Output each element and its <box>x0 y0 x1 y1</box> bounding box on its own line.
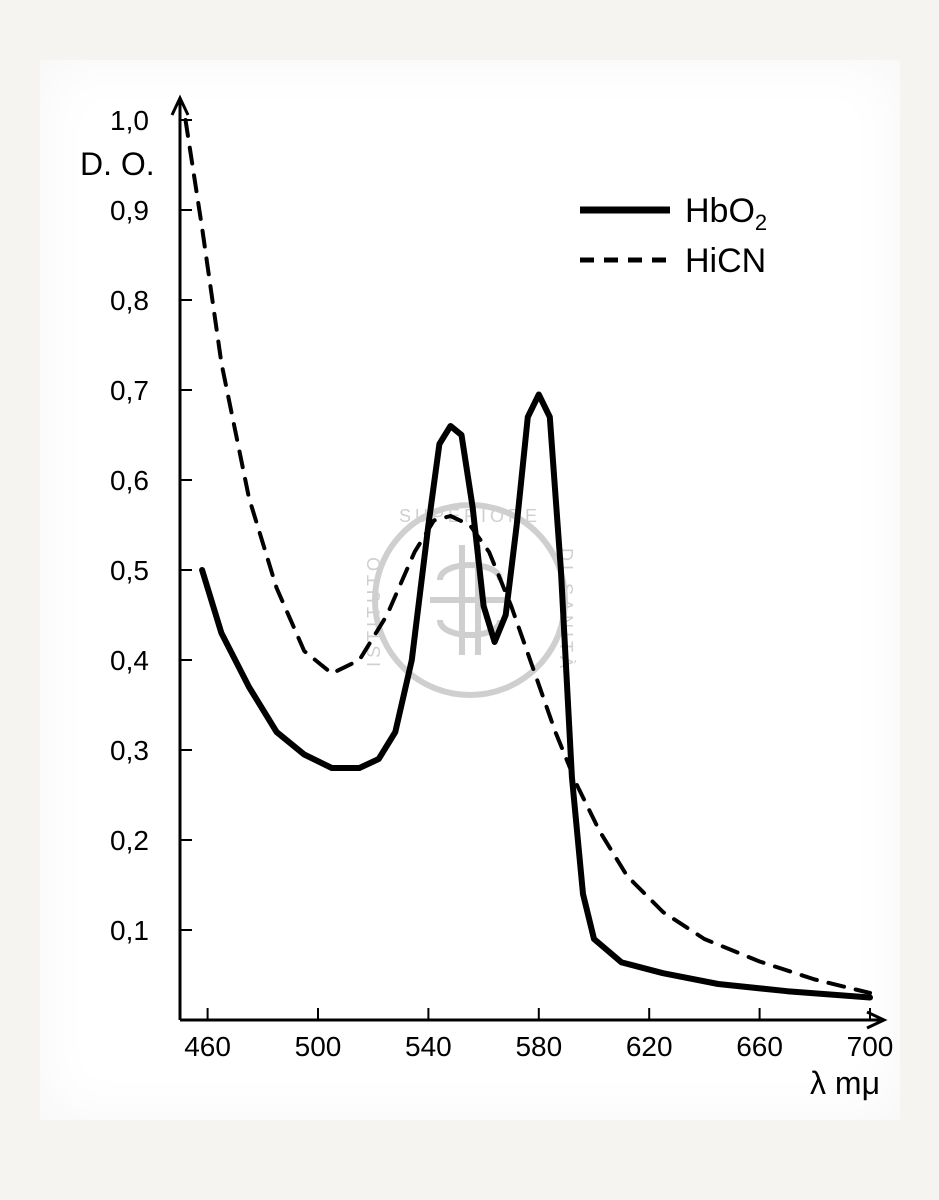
y-tick-label: 0,7 <box>110 375 149 406</box>
x-tick-label: 660 <box>736 1031 783 1062</box>
y-tick-label: 0,5 <box>110 555 149 586</box>
x-ticks: 460 500 540 580 620 660 700 <box>184 1008 893 1062</box>
axes <box>172 98 884 1028</box>
series-hicn <box>186 120 871 993</box>
watermark: SUPERIORE ISTITUTO DI SANITÀ <box>364 505 576 695</box>
x-tick-label: 500 <box>295 1031 342 1062</box>
x-tick-label: 620 <box>626 1031 673 1062</box>
x-tick-label: 580 <box>515 1031 562 1062</box>
legend: HbO2 HiCN <box>580 192 767 280</box>
y-tick-label: 0,9 <box>110 195 149 226</box>
x-tick-label: 460 <box>184 1031 231 1062</box>
chart-svg: SUPERIORE ISTITUTO DI SANITÀ 0,1 0,2 0,3 0,… <box>40 60 900 1120</box>
y-tick-label: 0,1 <box>110 915 149 946</box>
y-axis-label: D. O. <box>80 146 155 182</box>
series-hbo2 <box>202 395 870 998</box>
legend-label-hicn: HiCN <box>685 242 766 280</box>
y-tick-label: 0,3 <box>110 735 149 766</box>
page: SUPERIORE ISTITUTO DI SANITÀ 0,1 0,2 0,3 0,… <box>0 0 939 1200</box>
legend-label-hbo2: HbO2 <box>685 192 767 235</box>
y-tick-label: 1,0 <box>110 105 149 136</box>
chart-container: SUPERIORE ISTITUTO DI SANITÀ 0,1 0,2 0,3 0,… <box>40 60 900 1120</box>
x-tick-label: 540 <box>405 1031 452 1062</box>
y-tick-label: 0,4 <box>110 645 149 676</box>
y-tick-label: 0,8 <box>110 285 149 316</box>
y-tick-label: 0,2 <box>110 825 149 856</box>
y-tick-label: 0,6 <box>110 465 149 496</box>
x-axis-label: λ mμ <box>810 1065 880 1101</box>
x-tick-label: 700 <box>847 1031 894 1062</box>
